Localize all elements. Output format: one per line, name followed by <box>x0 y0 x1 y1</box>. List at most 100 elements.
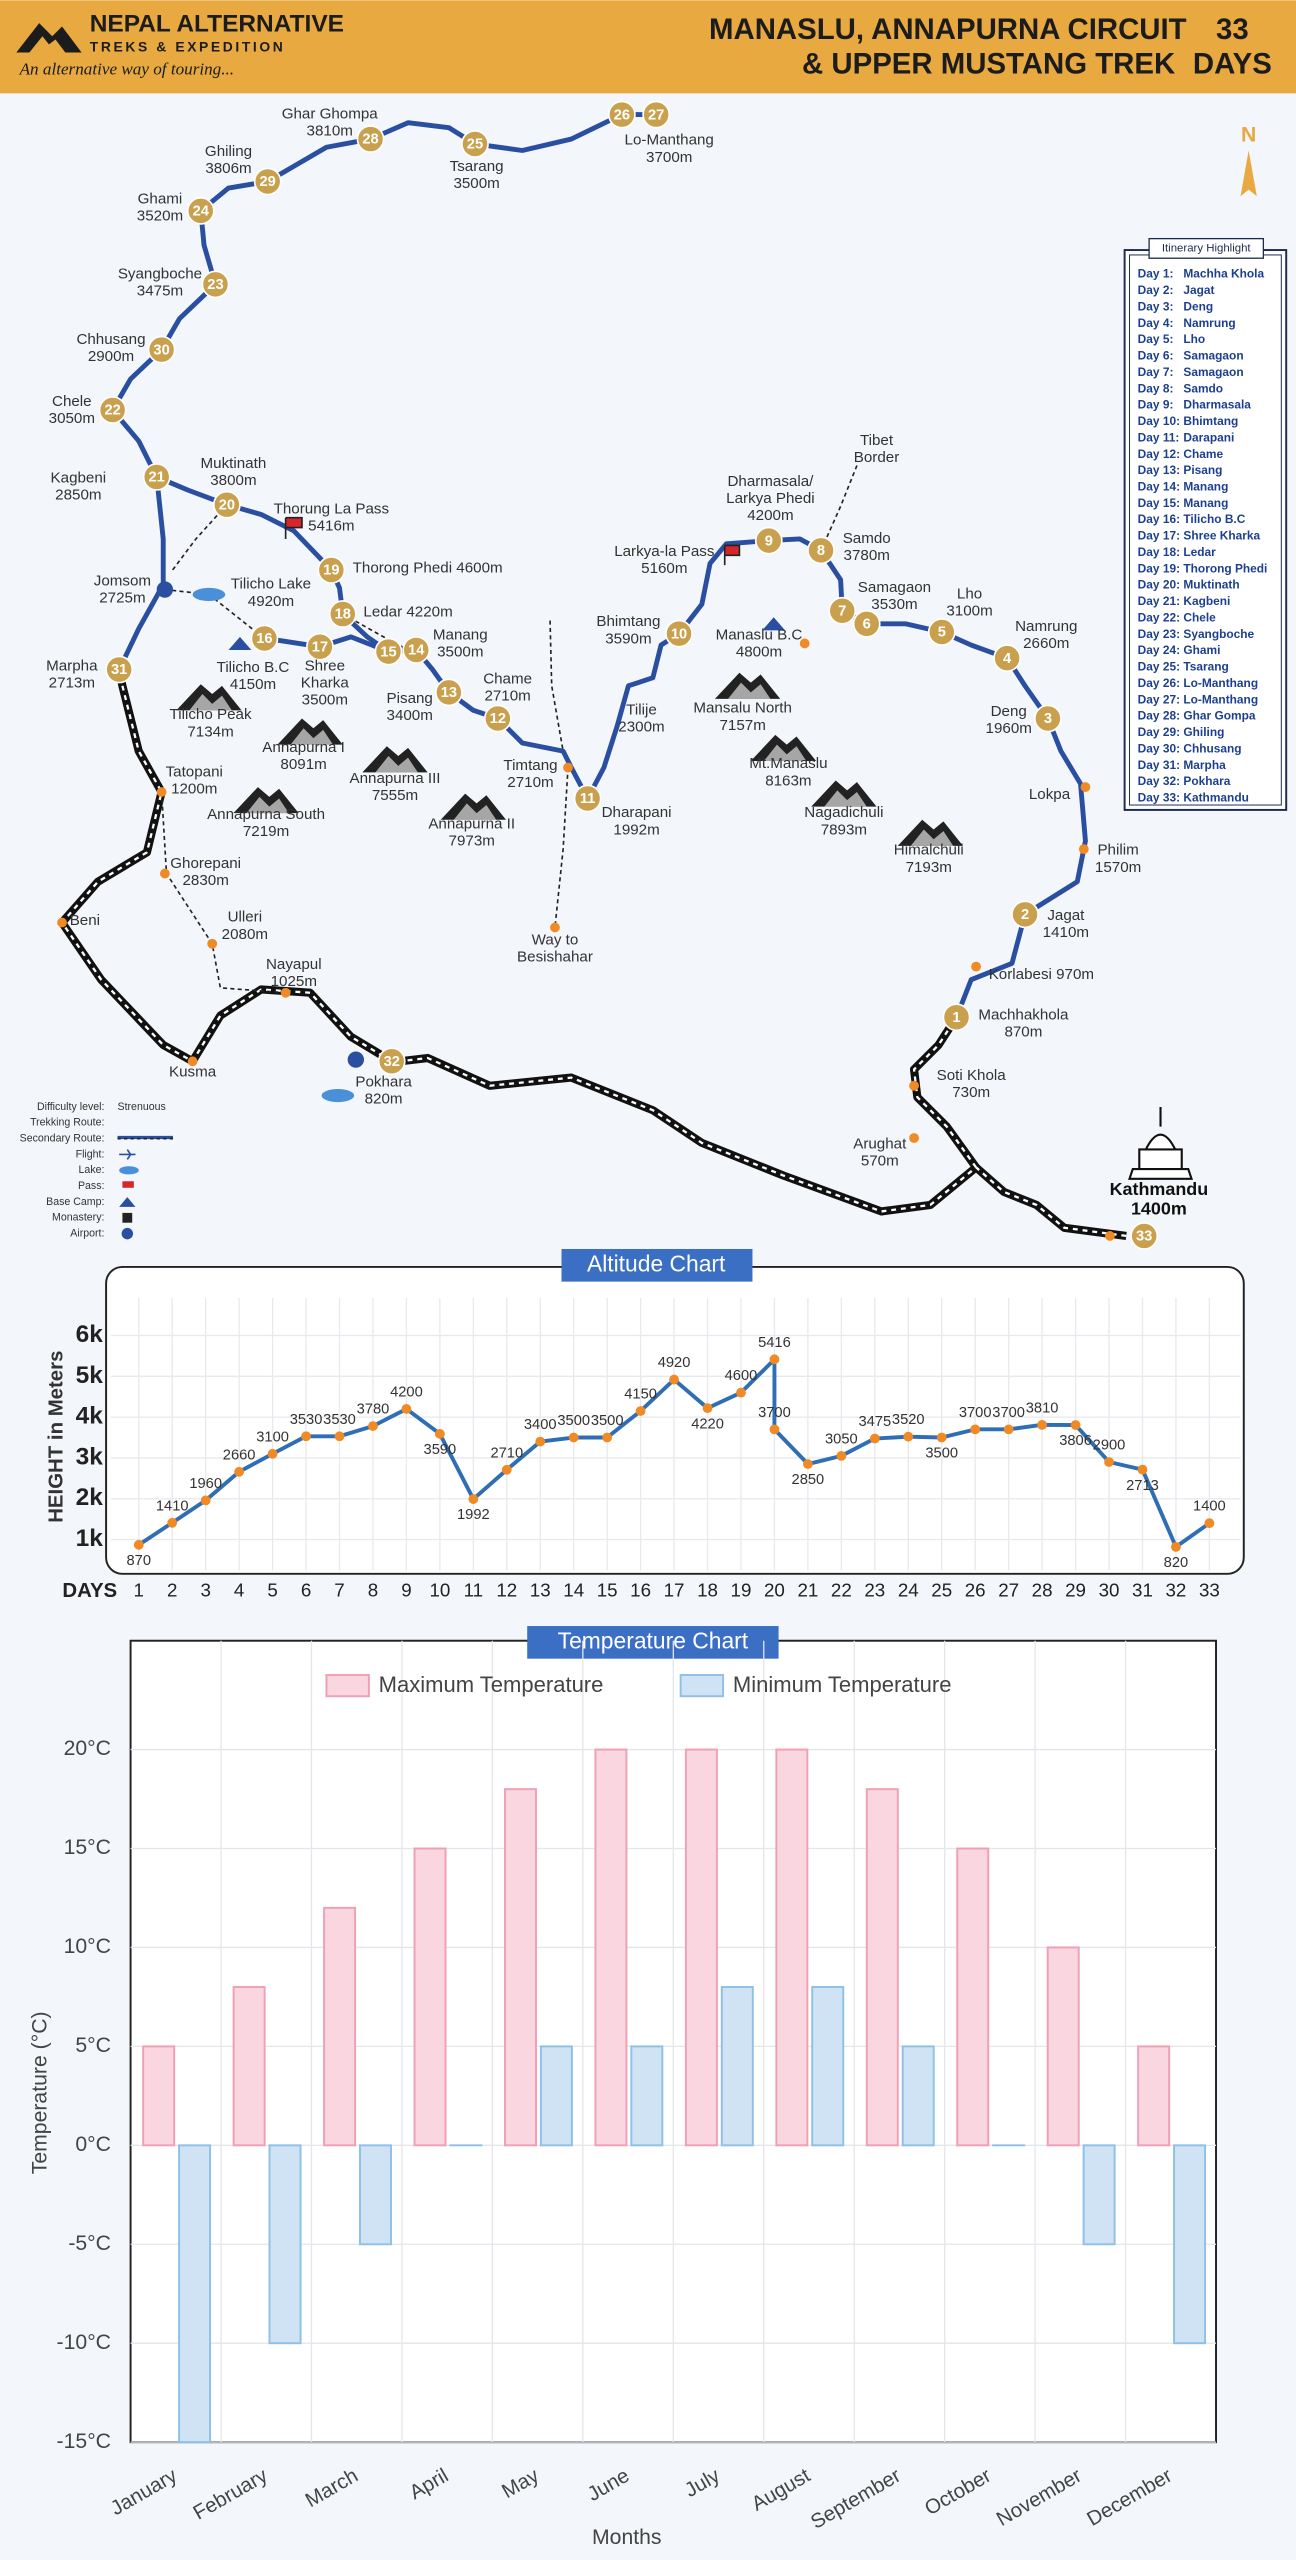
x-tick-label: August <box>748 2465 814 2516</box>
place-label: 2710m <box>484 687 530 704</box>
waypoint <box>909 1080 919 1091</box>
x-tick-label: May <box>498 2464 543 2503</box>
stop-number: 26 <box>614 107 630 123</box>
place-label: 7973m <box>449 833 495 850</box>
place-label: 3475m <box>137 283 183 300</box>
altitude-line <box>137 1357 1211 1549</box>
waypoint <box>280 987 291 998</box>
altitude-label: 3530 <box>323 1412 356 1428</box>
altitude-point <box>769 1354 780 1365</box>
altitude-point <box>535 1436 546 1447</box>
place-label: Ghami <box>138 190 183 207</box>
stop-marker <box>356 125 385 153</box>
x-tick-label: 25 <box>931 1580 952 1601</box>
place-label: Tilicho Lake <box>231 576 311 593</box>
itinerary-day: Day 18: <box>1138 545 1180 559</box>
place-label: Jomsom <box>94 572 151 589</box>
roads <box>57 668 1127 1240</box>
place-label: Namrung <box>1015 618 1077 635</box>
altitude-label: 3780 <box>357 1402 390 1418</box>
place-label: Kusma <box>169 1064 217 1081</box>
place-label: 2725m <box>99 590 145 607</box>
x-axis-label: DAYS <box>62 1580 117 1602</box>
place-label: Chhusang <box>76 331 145 348</box>
temperature-title-box <box>527 1626 779 1659</box>
itinerary-place: Samagaon <box>1183 349 1243 363</box>
x-tick-label: 23 <box>864 1580 885 1601</box>
x-tick-label: 20 <box>764 1580 785 1601</box>
x-tick-label: 28 <box>1032 1580 1053 1601</box>
stop-number: 14 <box>408 643 425 659</box>
y-tick-label: 15°C <box>64 1836 111 1859</box>
stop-number: 6 <box>863 617 871 633</box>
itinerary-place: Manang <box>1183 480 1228 494</box>
altitude-point <box>434 1428 445 1439</box>
place-label: Tsarang <box>450 158 504 175</box>
place-label: 3050m <box>49 410 95 427</box>
altitude-point <box>133 1539 144 1550</box>
itinerary-place: Chele <box>1183 610 1216 624</box>
altitude-point <box>200 1495 211 1506</box>
x-tick-label: 3 <box>200 1580 210 1601</box>
waypoint <box>563 762 573 773</box>
itinerary-day: Day 5: <box>1138 332 1174 346</box>
temperature-bar <box>720 1986 754 2147</box>
altitude-point <box>736 1387 746 1398</box>
x-tick-label: January <box>107 2464 182 2520</box>
altitude-label: 1960 <box>189 1476 222 1492</box>
road-dash <box>399 1056 1127 1238</box>
stop-marker <box>828 596 857 625</box>
x-tick-label: 26 <box>965 1580 986 1601</box>
legend-label: Monastery: <box>52 1212 104 1224</box>
place-label: 7893m <box>821 821 867 838</box>
temperature-bar <box>901 2045 935 2147</box>
stop-number: 25 <box>467 137 483 153</box>
place-label: Nayapul <box>266 956 322 973</box>
x-tick-label: 27 <box>998 1580 1019 1601</box>
itinerary-day: Day 20: <box>1138 578 1180 592</box>
altitude-point <box>401 1404 412 1414</box>
x-tick-label: 31 <box>1132 1580 1153 1601</box>
itinerary-day: Day 3: <box>1138 299 1174 313</box>
altitude-point <box>836 1450 847 1461</box>
place-label: Chele <box>52 393 92 410</box>
altitude-point <box>167 1517 178 1528</box>
place-label: Tibet <box>860 432 894 449</box>
stop-number: 5 <box>938 625 946 641</box>
place-label: 3800m <box>210 472 256 489</box>
itinerary-place: Machha Khola <box>1183 267 1264 281</box>
temperature-bar <box>1137 2045 1171 2147</box>
stop-number: 2 <box>1021 907 1029 923</box>
altitude-chart: 1 2 3 4 5 6 7 8 9 10 11 12 13 14 15 16 17 18 19 20 21 22 23 24 2… <box>76 1297 1241 1601</box>
itinerary-place: Ledar <box>1183 545 1216 559</box>
itinerary-place: Kathmandu <box>1183 791 1248 805</box>
stop-marker <box>608 100 636 129</box>
y-tick-label: 2k <box>76 1484 104 1511</box>
place-label: 8091m <box>280 756 326 773</box>
place-label: Besishahar <box>517 949 593 966</box>
pass-flag <box>284 516 303 539</box>
altitude-title: Altitude Chart <box>587 1250 726 1276</box>
lake-icon <box>192 587 226 601</box>
place-label: 3400m <box>387 707 433 724</box>
temperature-bar <box>232 1986 266 2147</box>
place-label: Arughat <box>853 1136 907 1153</box>
place-label: Thorong Phedi 4600m <box>353 559 503 576</box>
altitude-label: 2660 <box>223 1447 256 1463</box>
waypoint <box>1105 1231 1115 1241</box>
itinerary-place: Thorong Phedi <box>1183 561 1267 575</box>
legend-label: Minimum Temperature <box>733 1672 952 1697</box>
altitude-point <box>769 1424 780 1435</box>
days-word: DAYS <box>1193 47 1272 80</box>
place-label: Border <box>854 449 900 466</box>
legend-label: Pass: <box>78 1180 105 1192</box>
altitude-label: 3500 <box>591 1413 624 1429</box>
y-tick-label: -10°C <box>57 2331 111 2354</box>
temperature-bar <box>865 1788 899 2147</box>
place-label: Larkya-la Pass <box>614 543 715 560</box>
road-dash <box>912 1016 978 1169</box>
altitude-frame <box>105 1265 1245 1575</box>
itinerary-place: Darapani <box>1183 430 1234 444</box>
altitude-label: 3400 <box>524 1417 557 1433</box>
waypoint <box>1078 844 1089 854</box>
